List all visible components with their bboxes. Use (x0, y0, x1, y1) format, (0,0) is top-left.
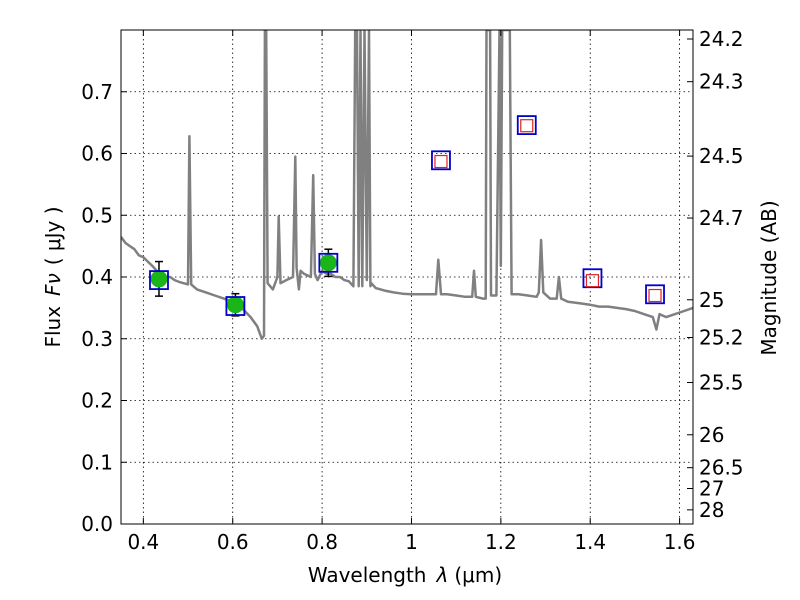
y-axis-label: FluxFν( μJy ) (41, 206, 65, 347)
grid-lines (121, 30, 693, 525)
x-tick-label: 0.6 (217, 530, 249, 554)
y2-tick-label: 28 (699, 498, 724, 522)
y2-tick-label: 24.5 (699, 144, 744, 168)
red-model-square (520, 119, 534, 133)
y2-tick-label: 24.2 (699, 27, 744, 51)
y-tick-label: 0.4 (81, 265, 113, 289)
blue-model-square (431, 150, 451, 171)
y-tick-label: 0.5 (81, 203, 113, 227)
axis-ticks: 0.4 0.6 0.8 1 1.2 1.4 1.6 0.0 0.1 0.2 0.3 0.4 0.5 0.6… (81, 27, 743, 554)
y2-tick-label: 25.5 (699, 371, 744, 395)
y2-axis-label: Magnitude (AB) (757, 200, 781, 355)
red-model-square (434, 154, 448, 169)
y-tick-label: 0.0 (81, 512, 113, 536)
y-tick-label: 0.1 (81, 450, 113, 474)
blue-model-square (225, 296, 246, 316)
y-tick-label: 0.7 (81, 80, 113, 104)
spectrum-line (121, 30, 693, 341)
y2-tick-label: 24.7 (699, 206, 744, 230)
x-tick-label: 1 (405, 530, 418, 554)
y2-tick-label: 27 (699, 476, 724, 500)
y2-tick-label: 25.2 (699, 326, 744, 350)
photometry-point (150, 270, 168, 288)
x-axis-label: Wavelength λ (μm) (308, 563, 502, 587)
x-tick-label: 1.4 (574, 530, 606, 554)
y2-tick-label: 26.5 (699, 456, 744, 480)
red-model-square (648, 288, 662, 303)
photometry-point (319, 254, 337, 272)
photometry-point (226, 296, 244, 314)
plot-area (121, 30, 693, 341)
y-tick-label: 0.2 (81, 389, 113, 413)
x-tick-label: 0.8 (306, 530, 338, 554)
x-tick-label: 0.4 (127, 530, 159, 554)
y-tick-label: 0.3 (81, 327, 113, 351)
y2-tick-label: 26 (699, 423, 724, 447)
y-tick-label: 0.6 (81, 142, 113, 166)
blue-model-square (516, 115, 537, 135)
y2-tick-label: 24.3 (699, 70, 744, 94)
blue-model-square (149, 270, 169, 290)
blue-model-square (645, 284, 665, 305)
x-tick-label: 1.6 (664, 530, 696, 554)
x-tick-label: 1.2 (485, 530, 517, 554)
blue-model-square (318, 252, 339, 273)
red-model-square (585, 274, 600, 288)
y2-tick-label: 25 (699, 288, 724, 312)
